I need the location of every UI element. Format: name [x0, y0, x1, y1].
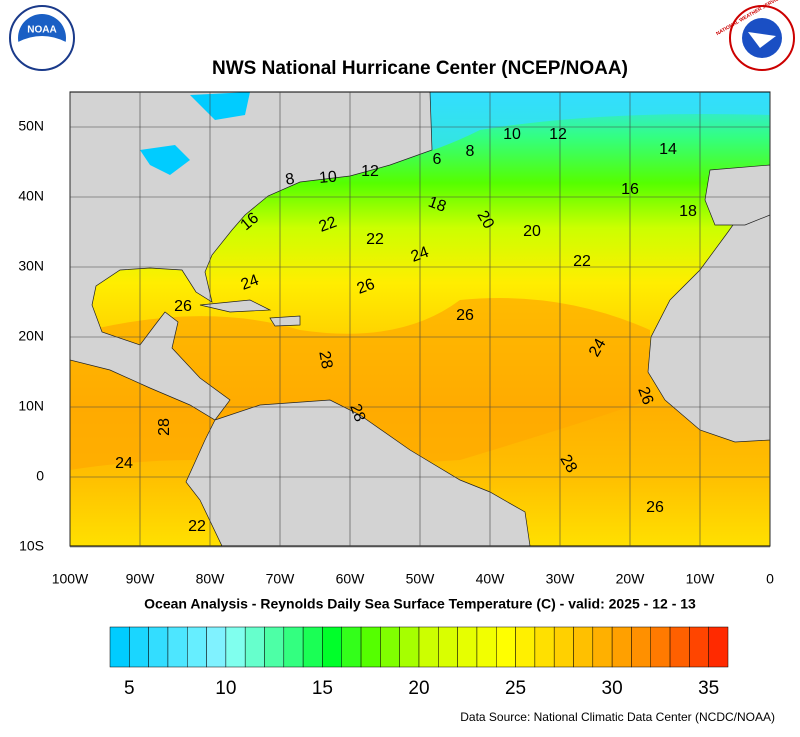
x-tick-label: 20W — [616, 571, 646, 587]
contour-label: 10 — [503, 126, 521, 143]
contour-label: 14 — [659, 141, 677, 158]
colorbar-tick: 10 — [215, 678, 236, 699]
colorbar-cell — [167, 626, 188, 668]
colorbar-tick: 30 — [602, 678, 623, 699]
colorbar-cell — [341, 626, 362, 668]
y-tick-label: 30N — [18, 258, 44, 274]
noaa-logo: NOAA — [9, 5, 75, 71]
contour-label: 8 — [466, 143, 475, 160]
colorbar-cell — [225, 626, 246, 668]
colorbar-cell — [264, 626, 285, 668]
contour-label: 22 — [188, 518, 206, 535]
colorbar-cell — [206, 626, 227, 668]
y-tick-label: 20N — [18, 328, 44, 344]
subtitle: Ocean Analysis - Reynolds Daily Sea Surf… — [144, 596, 696, 612]
lakes — [140, 92, 250, 175]
y-tick-label: 10S — [19, 538, 44, 554]
colorbar-cell — [534, 626, 555, 668]
colorbar-cell — [573, 626, 594, 668]
contour-label: 12 — [361, 163, 379, 180]
colorbar-cell — [129, 626, 149, 668]
colorbar-cell — [708, 626, 729, 668]
x-tick-label: 100W — [52, 571, 89, 587]
colorbar-cell — [187, 626, 207, 668]
colorbar-cell — [689, 626, 709, 668]
colorbar-tick: 20 — [408, 678, 429, 699]
colorbar-cell — [360, 626, 381, 668]
colorbar-cell — [669, 626, 690, 668]
contour-label: 8 — [284, 171, 296, 189]
nws-logo: NATIONAL WEATHER SERVICE — [715, 0, 795, 71]
logo-text: NOAA — [27, 25, 56, 36]
colorbar-cell — [476, 626, 497, 668]
contour-label: 28 — [346, 402, 368, 425]
contour-label: 12 — [549, 126, 567, 143]
colorbar-cell — [496, 626, 516, 668]
colorbar-cell — [302, 626, 323, 668]
contour-label: 28 — [556, 452, 580, 476]
contour-label: 22 — [317, 214, 340, 236]
contour-label: 22 — [366, 231, 384, 248]
x-tick-label: 70W — [266, 571, 296, 587]
colorbar-cell — [650, 626, 671, 668]
colorbar-cell — [399, 626, 420, 668]
x-tick-label: 30W — [546, 571, 576, 587]
colorbar-cell — [244, 626, 265, 668]
contour-label: 26 — [456, 307, 474, 324]
colorbar-cell — [109, 626, 130, 668]
colorbar-cell — [418, 626, 439, 668]
colorbar-tick: 5 — [124, 678, 135, 699]
y-tick-label: 40N — [18, 188, 44, 204]
contour-label: 24 — [409, 244, 432, 266]
contour-label: 26 — [634, 385, 656, 408]
x-tick-label: 10W — [686, 571, 716, 587]
contour-label: 26 — [355, 276, 378, 298]
x-tick-label: 0 — [766, 571, 774, 587]
contour-label: 26 — [174, 298, 192, 315]
contour-label: 6 — [433, 151, 442, 168]
colorbar-cell — [592, 626, 613, 668]
colorbar-cell — [457, 626, 478, 668]
contour-label: 24 — [586, 336, 610, 360]
x-tick-label: 60W — [336, 571, 366, 587]
contour-label: 18 — [426, 194, 449, 216]
x-tick-label: 50W — [406, 571, 436, 587]
contour-label: 10 — [318, 168, 337, 187]
contour-label: 20 — [473, 208, 497, 232]
colorbar-cell — [515, 626, 536, 668]
colorbar-cell — [553, 626, 574, 668]
contour-label: 28 — [156, 418, 173, 436]
x-tick-label: 80W — [196, 571, 226, 587]
colorbar-cell — [631, 626, 651, 668]
colorbar-cell — [611, 626, 632, 668]
contour-label: 22 — [573, 253, 591, 270]
contour-label: 20 — [523, 223, 541, 240]
contour-label: 16 — [621, 181, 639, 198]
y-tick-label: 10N — [18, 398, 44, 414]
colorbar-cell — [283, 626, 304, 668]
colorbar-tick: 35 — [698, 678, 719, 699]
contour-label: 24 — [115, 455, 133, 472]
x-tick-label: 40W — [476, 571, 506, 587]
colorbar-tick: 25 — [505, 678, 526, 699]
colorbar-cell — [148, 626, 169, 668]
x-tick-label: 90W — [126, 571, 156, 587]
colorbar-cell — [380, 626, 400, 668]
colorbar-cell — [438, 626, 458, 668]
cold-water — [400, 92, 770, 160]
contour-label: 24 — [239, 272, 262, 294]
source: Data Source: National Climatic Data Cent… — [460, 710, 775, 724]
contour-label: 28 — [315, 350, 335, 371]
contour-label: 26 — [646, 499, 664, 516]
y-tick-label: 50N — [18, 118, 44, 134]
contour-label: 18 — [679, 203, 697, 220]
colorbar-cell — [322, 626, 342, 668]
y-tick-label: 0 — [36, 468, 44, 484]
land — [69, 91, 771, 547]
title: NWS National Hurricane Center (NCEP/NOAA… — [212, 58, 628, 79]
colorbar-tick: 15 — [312, 678, 333, 699]
